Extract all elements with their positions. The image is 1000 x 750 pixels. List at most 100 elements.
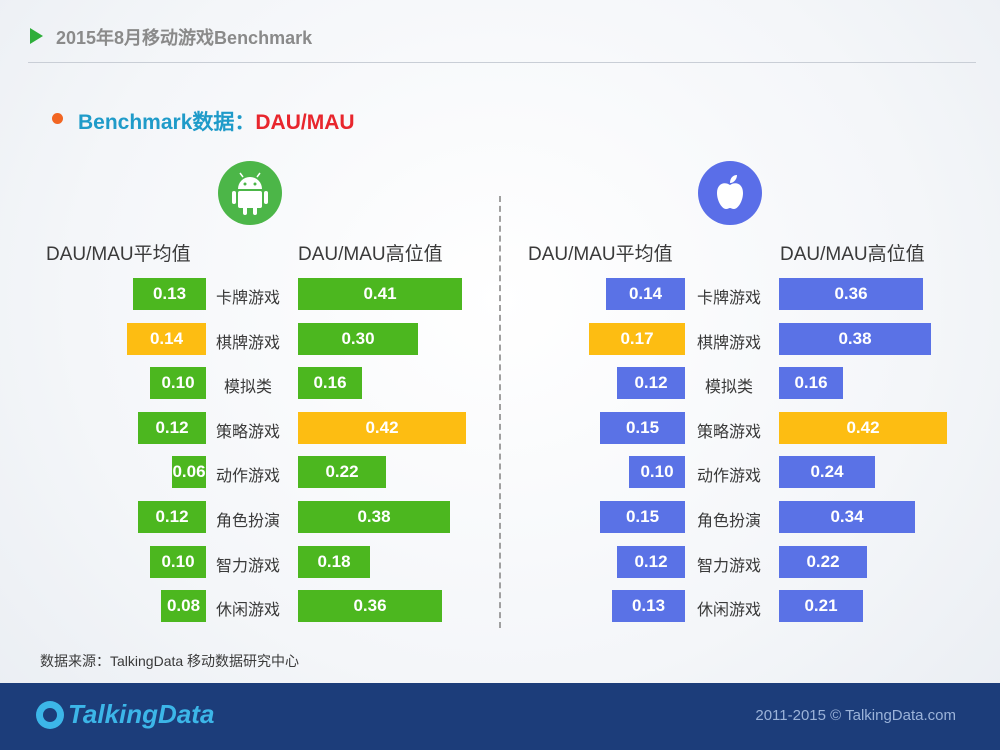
category-label: 模拟类 — [704, 379, 753, 396]
category-label: 动作游戏 — [696, 468, 761, 485]
footer-copyright: 2011-2015 © TalkingData.com — [755, 707, 956, 724]
ios-high-bar: 0.36 — [779, 278, 923, 310]
bar-value-label: 0.34 — [830, 507, 864, 526]
android-high-bar: 0.36 — [298, 590, 442, 622]
android-avg-header: DAU/MAU平均值 — [46, 244, 191, 265]
android-high-bar: 0.38 — [298, 501, 450, 533]
ios-avg-bar: 0.12 — [617, 546, 685, 578]
ios-avg-bar: 0.17 — [589, 323, 685, 355]
ios-high-bar: 0.16 — [779, 367, 843, 399]
section-title: Benchmark数据：DAU/MAU — [78, 106, 355, 136]
android-avg-bar: 0.12 — [138, 501, 206, 533]
ios-high-bar: 0.42 — [779, 412, 947, 444]
android-icon — [218, 161, 282, 225]
ios-avg-bar: 0.15 — [600, 412, 685, 444]
category-label: 休闲游戏 — [215, 602, 280, 619]
bar-value-label: 0.22 — [325, 462, 359, 481]
data-source: 数据来源：TalkingData 移动数据研究中心 — [40, 653, 300, 669]
bar-value-label: 0.22 — [806, 552, 840, 571]
apple-icon — [698, 161, 762, 225]
ios-high-bar: 0.22 — [779, 546, 867, 578]
android-avg-bar: 0.10 — [150, 546, 206, 578]
bar-value-label: 0.36 — [353, 596, 387, 615]
bar-value-label: 0.36 — [834, 284, 868, 303]
category-label: 棋牌游戏 — [696, 335, 761, 352]
category-label: 策略游戏 — [215, 424, 280, 441]
category-label: 角色扮演 — [696, 513, 761, 530]
section-title-accent: DAU/MAU — [255, 111, 355, 134]
android-high-bar: 0.22 — [298, 456, 386, 488]
bar-value-label: 0.38 — [838, 329, 872, 348]
category-label: 休闲游戏 — [696, 602, 761, 619]
bar-value-label: 0.30 — [341, 329, 375, 348]
android-avg-bar: 0.10 — [150, 367, 206, 399]
bar-value-label: 0.41 — [363, 284, 397, 303]
bar-value-label: 0.12 — [155, 507, 189, 526]
category-label: 卡牌游戏 — [215, 290, 280, 307]
android-high-bar: 0.41 — [298, 278, 462, 310]
bar-value-label: 0.42 — [365, 418, 399, 437]
android-high-bar: 0.18 — [298, 546, 370, 578]
ios-high-bar: 0.34 — [779, 501, 915, 533]
ios-avg-bar: 0.13 — [612, 590, 685, 622]
section-title-prefix: Benchmark数据： — [78, 111, 256, 134]
footer-logo-text: TalkingData — [68, 699, 215, 729]
bar-value-label: 0.15 — [625, 507, 660, 526]
play-triangle-icon — [30, 28, 43, 44]
android-avg-bar: 0.13 — [133, 278, 206, 310]
bar-value-label: 0.08 — [166, 596, 201, 615]
ios-avg-bar: 0.15 — [600, 501, 685, 533]
bar-value-label: 0.14 — [628, 284, 663, 303]
android-high-bar: 0.16 — [298, 367, 362, 399]
bar-value-label: 0.06 — [172, 462, 206, 481]
bar-value-label: 0.24 — [810, 462, 844, 481]
ios-high-bar: 0.21 — [779, 590, 863, 622]
header-divider — [28, 62, 976, 63]
android-avg-bar: 0.12 — [138, 412, 206, 444]
category-label: 棋牌游戏 — [215, 335, 280, 352]
bar-value-label: 0.12 — [634, 552, 668, 571]
ios-high-header: DAU/MAU高位值 — [780, 244, 925, 265]
page-title: 2015年8月移动游戏Benchmark — [56, 28, 313, 48]
bar-value-label: 0.15 — [625, 418, 660, 437]
ios-avg-bar: 0.10 — [629, 456, 685, 488]
ios-high-bar: 0.24 — [779, 456, 875, 488]
bar-value-label: 0.10 — [161, 552, 195, 571]
category-label: 智力游戏 — [696, 558, 761, 575]
bar-value-label: 0.14 — [149, 329, 184, 348]
android-high-bar: 0.42 — [298, 412, 466, 444]
bar-value-label: 0.10 — [161, 373, 195, 392]
category-label: 卡牌游戏 — [696, 290, 761, 307]
bar-value-label: 0.18 — [317, 552, 351, 571]
platform-divider — [499, 196, 501, 628]
ios-avg-bar: 0.14 — [606, 278, 685, 310]
ios-avg-bar: 0.12 — [617, 367, 685, 399]
bar-value-label: 0.10 — [640, 462, 674, 481]
android-avg-bar: 0.08 — [161, 590, 206, 622]
bar-value-label: 0.42 — [846, 418, 880, 437]
category-label: 角色扮演 — [215, 513, 280, 530]
android-avg-bar: 0.06 — [172, 456, 206, 488]
bar-value-label: 0.13 — [152, 284, 187, 303]
android-high-bar: 0.30 — [298, 323, 418, 355]
ios-avg-header: DAU/MAU平均值 — [528, 244, 673, 265]
category-label: 动作游戏 — [215, 468, 280, 485]
bar-value-label: 0.17 — [620, 329, 654, 348]
bullet-dot-icon — [52, 113, 63, 124]
bar-value-label: 0.12 — [155, 418, 189, 437]
footer: TalkingData 2011-2015 © TalkingData.com — [0, 683, 1000, 750]
bar-value-label: 0.38 — [357, 507, 391, 526]
android-avg-bar: 0.14 — [127, 323, 206, 355]
bar-value-label: 0.13 — [631, 596, 666, 615]
talkingdata-logo-icon — [36, 701, 64, 729]
ios-high-bar: 0.38 — [779, 323, 931, 355]
bar-value-label: 0.21 — [804, 596, 838, 615]
android-high-header: DAU/MAU高位值 — [298, 244, 443, 265]
category-label: 策略游戏 — [696, 424, 761, 441]
slide-header: 2015年8月移动游戏Benchmark — [0, 0, 1000, 64]
bar-value-label: 0.12 — [634, 373, 668, 392]
category-label: 模拟类 — [223, 379, 272, 396]
bar-value-label: 0.16 — [794, 373, 828, 392]
category-label: 智力游戏 — [215, 558, 280, 575]
bar-value-label: 0.16 — [313, 373, 347, 392]
